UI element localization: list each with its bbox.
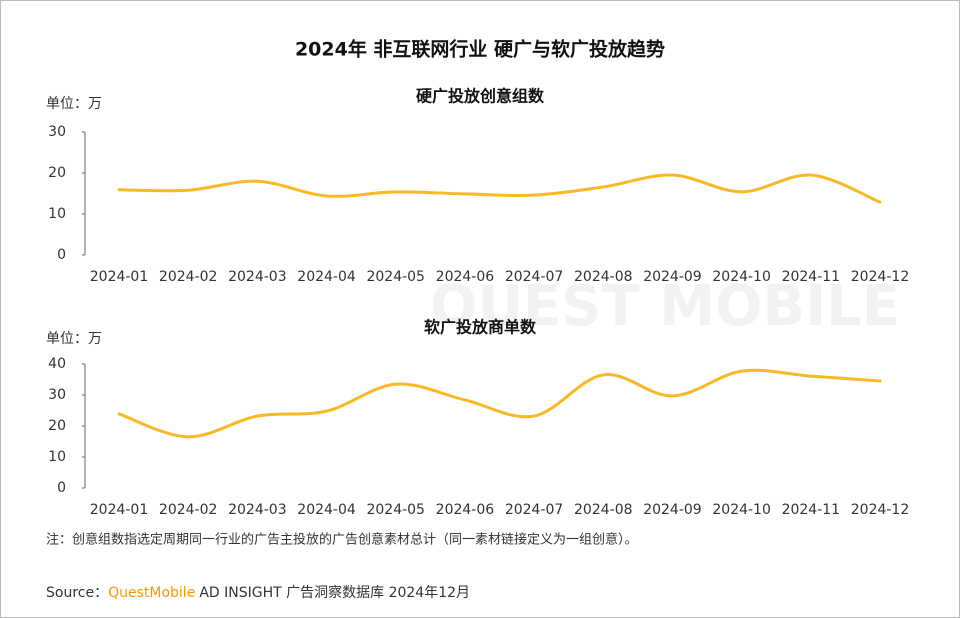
x-tick-label: 2024-09	[643, 502, 702, 518]
note: 注：创意组数指选定周期同一行业的广告主投放的广告创意素材总计（同一素材链接定义为…	[46, 532, 638, 548]
x-tick-label: 2024-08	[574, 269, 633, 285]
x-tick-label: 2024-02	[159, 269, 218, 285]
x-tick-label: 2024-03	[228, 269, 287, 285]
source: Source：QuestMobile AD INSIGHT 广告洞察数据库 202…	[46, 584, 470, 601]
x-tick-label: 2024-02	[159, 502, 218, 518]
series-line	[117, 368, 882, 439]
y-tick-label: 20	[48, 165, 66, 181]
x-tick-label: 2024-09	[643, 269, 702, 285]
y-tick-label: 0	[57, 480, 66, 496]
unit-label: 单位：万	[46, 331, 102, 347]
x-tick-label: 2024-11	[782, 269, 841, 285]
y-tick-label: 30	[48, 124, 66, 140]
x-tick-label: 2024-04	[297, 502, 356, 518]
watermark: QUEST MOBILE	[430, 274, 900, 339]
x-tick-label: 2024-05	[366, 269, 425, 285]
source-brand: QuestMobile	[108, 585, 195, 601]
x-tick-label: 2024-06	[436, 502, 495, 518]
source-text: AD INSIGHT 广告洞察数据库 2024年12月	[199, 584, 470, 601]
x-tick-label: 2024-06	[436, 269, 495, 285]
chart-title: 软广投放商单数	[424, 318, 537, 337]
page-title: 2024年 非互联网行业 硬广与软广投放趋势	[295, 38, 665, 61]
y-tick-label: 20	[48, 418, 66, 434]
x-tick-label: 2024-10	[712, 502, 771, 518]
y-tick-label: 40	[48, 356, 66, 372]
x-tick-label: 2024-12	[851, 269, 910, 285]
x-tick-label: 2024-07	[505, 269, 564, 285]
unit-label: 单位：万	[46, 96, 102, 112]
x-tick-label: 2024-11	[782, 502, 841, 518]
x-tick-label: 2024-05	[366, 502, 425, 518]
series-line	[117, 173, 882, 204]
x-tick-label: 2024-01	[90, 502, 149, 518]
x-tick-label: 2024-08	[574, 502, 633, 518]
y-tick-label: 0	[57, 247, 66, 263]
x-tick-label: 2024-03	[228, 502, 287, 518]
x-tick-label: 2024-07	[505, 502, 564, 518]
x-tick-label: 2024-10	[712, 269, 771, 285]
x-tick-label: 2024-12	[851, 502, 910, 518]
source-label: Source：	[46, 585, 108, 601]
x-tick-label: 2024-01	[90, 269, 149, 285]
x-tick-label: 2024-04	[297, 269, 356, 285]
y-tick-label: 10	[48, 449, 66, 465]
y-tick-label: 10	[48, 206, 66, 222]
y-tick-label: 30	[48, 387, 66, 403]
chart-title: 硬广投放创意组数	[416, 87, 545, 106]
